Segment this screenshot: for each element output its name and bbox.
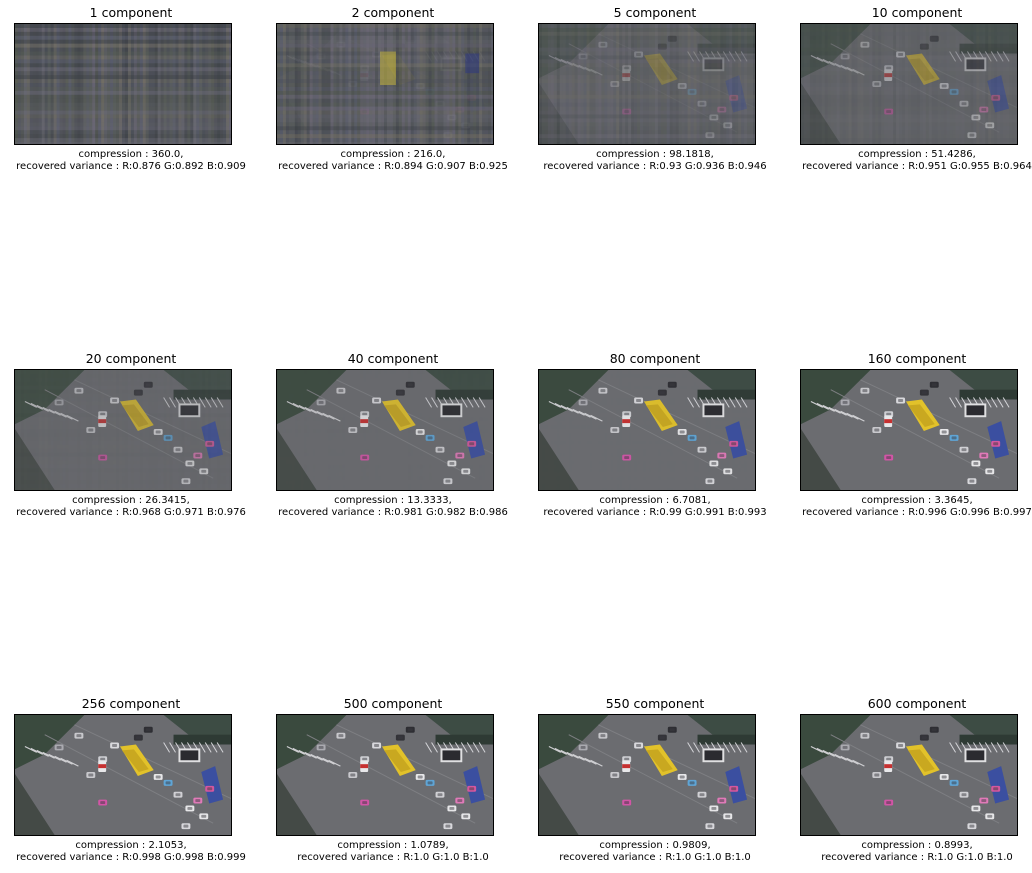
panel-title: 160 component — [867, 351, 967, 366]
reconstructed-image — [14, 714, 232, 836]
panel-caption: compression : 6.7081, recovered variance… — [494, 495, 816, 518]
reconstructed-image — [538, 23, 756, 145]
panel-title: 40 component — [347, 351, 439, 366]
panel-title: 500 component — [343, 696, 443, 711]
compression-text: compression : 2.1053, — [75, 840, 187, 851]
panel-title: 1 component — [89, 5, 173, 20]
panel-title: 10 component — [871, 5, 963, 20]
compression-text: compression : 1.0789, — [337, 840, 449, 851]
variance-text: recovered variance : R:0.996 G:0.996 B:0… — [802, 506, 1032, 518]
reconstructed-image — [276, 369, 494, 491]
variance-text: recovered variance : R:0.981 G:0.982 B:0… — [278, 506, 508, 518]
reconstructed-image — [14, 369, 232, 491]
reconstructed-image — [276, 714, 494, 836]
compression-text: compression : 0.9809, — [599, 840, 711, 851]
reconstructed-image — [538, 714, 756, 836]
variance-text: recovered variance : R:0.998 G:0.998 B:0… — [16, 851, 246, 863]
compression-text: compression : 3.3645, — [861, 495, 973, 506]
compression-text: compression : 98.1818, — [596, 149, 714, 160]
reconstructed-image — [800, 369, 1018, 491]
panel-caption: compression : 0.8993, recovered variance… — [756, 840, 1032, 863]
variance-text: recovered variance : R:0.894 G:0.907 B:0… — [278, 160, 508, 172]
compression-text: compression : 51.4286, — [858, 149, 976, 160]
compression-text: compression : 216.0, — [340, 149, 446, 160]
panel-title: 80 component — [609, 351, 701, 366]
panel-title: 5 component — [613, 5, 697, 20]
panel-caption: compression : 0.9809, recovered variance… — [494, 840, 816, 863]
panel-caption: compression : 216.0, recovered variance … — [232, 149, 554, 172]
panel-caption: compression : 3.3645, recovered variance… — [756, 495, 1032, 518]
panel-caption: compression : 1.0789, recovered variance… — [232, 840, 554, 863]
panel-caption: compression : 2.1053, recovered variance… — [0, 840, 292, 863]
panel-title: 2 component — [351, 5, 435, 20]
reconstructed-image — [276, 23, 494, 145]
reconstructed-image — [538, 369, 756, 491]
panel-title: 256 component — [81, 696, 181, 711]
compression-text: compression : 6.7081, — [599, 495, 711, 506]
variance-text: recovered variance : R:1.0 G:1.0 B:1.0 — [821, 851, 1013, 863]
compression-text: compression : 13.3333, — [334, 495, 452, 506]
variance-text: recovered variance : R:0.968 G:0.971 B:0… — [16, 506, 246, 518]
panel-caption: compression : 26.3415, recovered varianc… — [0, 495, 292, 518]
panel-caption: compression : 13.3333, recovered varianc… — [232, 495, 554, 518]
variance-text: recovered variance : R:0.99 G:0.991 B:0.… — [543, 506, 767, 518]
reconstructed-image — [800, 714, 1018, 836]
compression-text: compression : 360.0, — [78, 149, 184, 160]
panel-title: 600 component — [867, 696, 967, 711]
variance-text: recovered variance : R:0.876 G:0.892 B:0… — [16, 160, 246, 172]
variance-text: recovered variance : R:1.0 G:1.0 B:1.0 — [559, 851, 751, 863]
variance-text: recovered variance : R:0.93 G:0.936 B:0.… — [543, 160, 767, 172]
reconstructed-image — [800, 23, 1018, 145]
panel-caption: compression : 360.0, recovered variance … — [0, 149, 292, 172]
variance-text: recovered variance : R:1.0 G:1.0 B:1.0 — [297, 851, 489, 863]
reconstructed-image — [14, 23, 232, 145]
panel-caption: compression : 51.4286, recovered varianc… — [756, 149, 1032, 172]
panel-title: 20 component — [85, 351, 177, 366]
variance-text: recovered variance : R:0.951 G:0.955 B:0… — [802, 160, 1032, 172]
panel-title: 550 component — [605, 696, 705, 711]
compression-text: compression : 0.8993, — [861, 840, 973, 851]
panel-caption: compression : 98.1818, recovered varianc… — [494, 149, 816, 172]
compression-text: compression : 26.3415, — [72, 495, 190, 506]
